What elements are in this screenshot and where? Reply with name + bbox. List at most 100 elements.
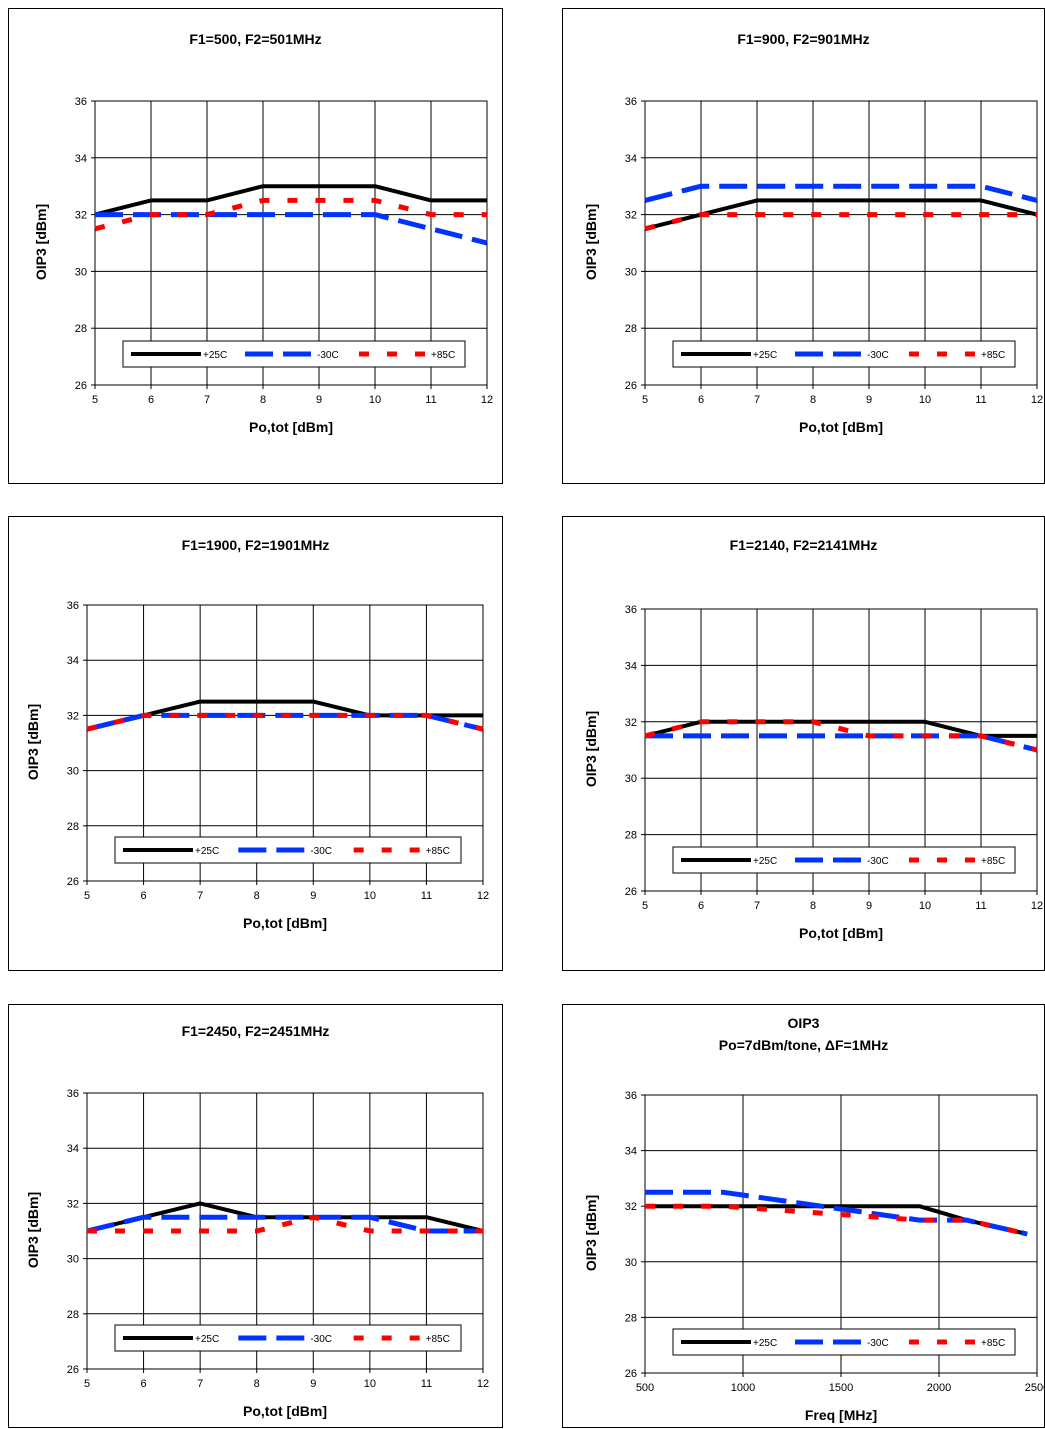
y-axis-title: OIP3 [dBm] bbox=[25, 1160, 41, 1300]
x-tick-label: 10 bbox=[369, 394, 381, 406]
y-axis-title: OIP3 [dBm] bbox=[583, 172, 599, 312]
y-tick-label: 34 bbox=[625, 153, 637, 165]
x-tick-label: 5 bbox=[642, 394, 648, 406]
x-tick-label: 7 bbox=[197, 890, 203, 902]
legend-label: +85C bbox=[981, 1338, 1005, 1349]
y-tick-label: 36 bbox=[625, 604, 637, 616]
y-axis-title: OIP3 [dBm] bbox=[25, 672, 41, 812]
y-tick-label: 32 bbox=[625, 717, 637, 729]
x-axis-title: Po,tot [dBm] bbox=[87, 1403, 483, 1419]
y-tick-label: 30 bbox=[67, 1254, 79, 1266]
x-axis-title: Po,tot [dBm] bbox=[645, 925, 1037, 941]
x-tick-label: 12 bbox=[477, 1378, 489, 1390]
x-axis-title: Po,tot [dBm] bbox=[95, 419, 487, 435]
y-axis-title: OIP3 [dBm] bbox=[583, 1163, 599, 1303]
legend-label: -30C bbox=[310, 1334, 332, 1345]
legend-label: -30C bbox=[317, 350, 339, 361]
y-tick-label: 26 bbox=[625, 380, 637, 392]
y-tick-label: 32 bbox=[625, 1201, 637, 1213]
y-tick-label: 30 bbox=[75, 266, 87, 278]
legend-label: +85C bbox=[426, 1334, 450, 1345]
legend-label: -30C bbox=[867, 1338, 889, 1349]
y-tick-label: 28 bbox=[75, 323, 87, 335]
x-tick-label: 5 bbox=[642, 900, 648, 912]
legend: +25C -30C +85C bbox=[673, 847, 1015, 873]
x-tick-label: 5 bbox=[84, 1378, 90, 1390]
x-tick-label: 9 bbox=[316, 394, 322, 406]
y-tick-label: 36 bbox=[67, 1088, 79, 1100]
legend-label: -30C bbox=[867, 350, 889, 361]
x-tick-label: 6 bbox=[141, 1378, 147, 1390]
x-tick-label: 5 bbox=[84, 890, 90, 902]
x-tick-label: 11 bbox=[421, 1378, 432, 1390]
legend-label: +25C bbox=[195, 1334, 219, 1345]
y-tick-label: 30 bbox=[625, 1257, 637, 1269]
y-tick-label: 32 bbox=[67, 710, 79, 722]
x-tick-label: 7 bbox=[204, 394, 210, 406]
x-tick-label: 7 bbox=[754, 394, 760, 406]
y-tick-label: 28 bbox=[625, 1312, 637, 1324]
legend-label: +25C bbox=[753, 1338, 777, 1349]
x-axis-title: Freq [MHz] bbox=[645, 1407, 1037, 1423]
x-tick-label: 2000 bbox=[927, 1382, 951, 1394]
x-tick-label: 9 bbox=[866, 900, 872, 912]
y-tick-label: 26 bbox=[625, 1368, 637, 1380]
x-tick-label: 12 bbox=[481, 394, 493, 406]
x-tick-label: 1500 bbox=[829, 1382, 853, 1394]
legend-label: +85C bbox=[981, 856, 1005, 867]
x-tick-label: 12 bbox=[1031, 394, 1043, 406]
y-tick-label: 26 bbox=[625, 886, 637, 898]
legend-label: -30C bbox=[310, 846, 332, 857]
legend: +25C -30C +85C bbox=[115, 1325, 461, 1351]
y-tick-label: 26 bbox=[67, 876, 79, 888]
y-tick-label: 30 bbox=[67, 766, 79, 778]
x-tick-label: 500 bbox=[636, 1382, 654, 1394]
legend-label: -30C bbox=[867, 856, 889, 867]
y-tick-label: 26 bbox=[67, 1364, 79, 1376]
x-tick-label: 8 bbox=[810, 900, 816, 912]
legend: +25C -30C +85C bbox=[673, 1329, 1015, 1355]
y-tick-label: 34 bbox=[75, 153, 87, 165]
y-tick-label: 36 bbox=[75, 96, 87, 108]
legend-label: +25C bbox=[195, 846, 219, 857]
legend-label: +25C bbox=[753, 856, 777, 867]
y-tick-label: 28 bbox=[67, 821, 79, 833]
x-axis-title: Po,tot [dBm] bbox=[645, 419, 1037, 435]
x-tick-label: 8 bbox=[254, 1378, 260, 1390]
legend: +25C-30C+85C bbox=[115, 837, 461, 863]
y-tick-label: 30 bbox=[625, 773, 637, 785]
legend-label: +25C bbox=[203, 350, 227, 361]
legend: +25C-30C+85C bbox=[673, 341, 1015, 367]
legend-label: +25C bbox=[753, 350, 777, 361]
legend: +25C -30C +85C bbox=[123, 341, 465, 367]
y-tick-label: 34 bbox=[67, 655, 79, 667]
legend-label: +85C bbox=[431, 350, 455, 361]
y-tick-label: 26 bbox=[75, 380, 87, 392]
x-tick-label: 10 bbox=[364, 1378, 376, 1390]
x-tick-label: 8 bbox=[810, 394, 816, 406]
x-tick-label: 12 bbox=[477, 890, 489, 902]
y-tick-label: 34 bbox=[625, 1146, 637, 1158]
x-tick-label: 10 bbox=[364, 890, 376, 902]
x-tick-label: 2500 bbox=[1025, 1382, 1045, 1394]
y-tick-label: 32 bbox=[625, 210, 637, 222]
x-tick-label: 11 bbox=[975, 900, 986, 912]
x-tick-label: 8 bbox=[254, 890, 260, 902]
y-tick-label: 36 bbox=[625, 96, 637, 108]
x-tick-label: 10 bbox=[919, 900, 931, 912]
x-tick-label: 9 bbox=[310, 1378, 316, 1390]
y-tick-label: 28 bbox=[67, 1309, 79, 1321]
x-tick-label: 9 bbox=[866, 394, 872, 406]
x-tick-label: 6 bbox=[148, 394, 154, 406]
x-axis-title: Po,tot [dBm] bbox=[87, 915, 483, 931]
